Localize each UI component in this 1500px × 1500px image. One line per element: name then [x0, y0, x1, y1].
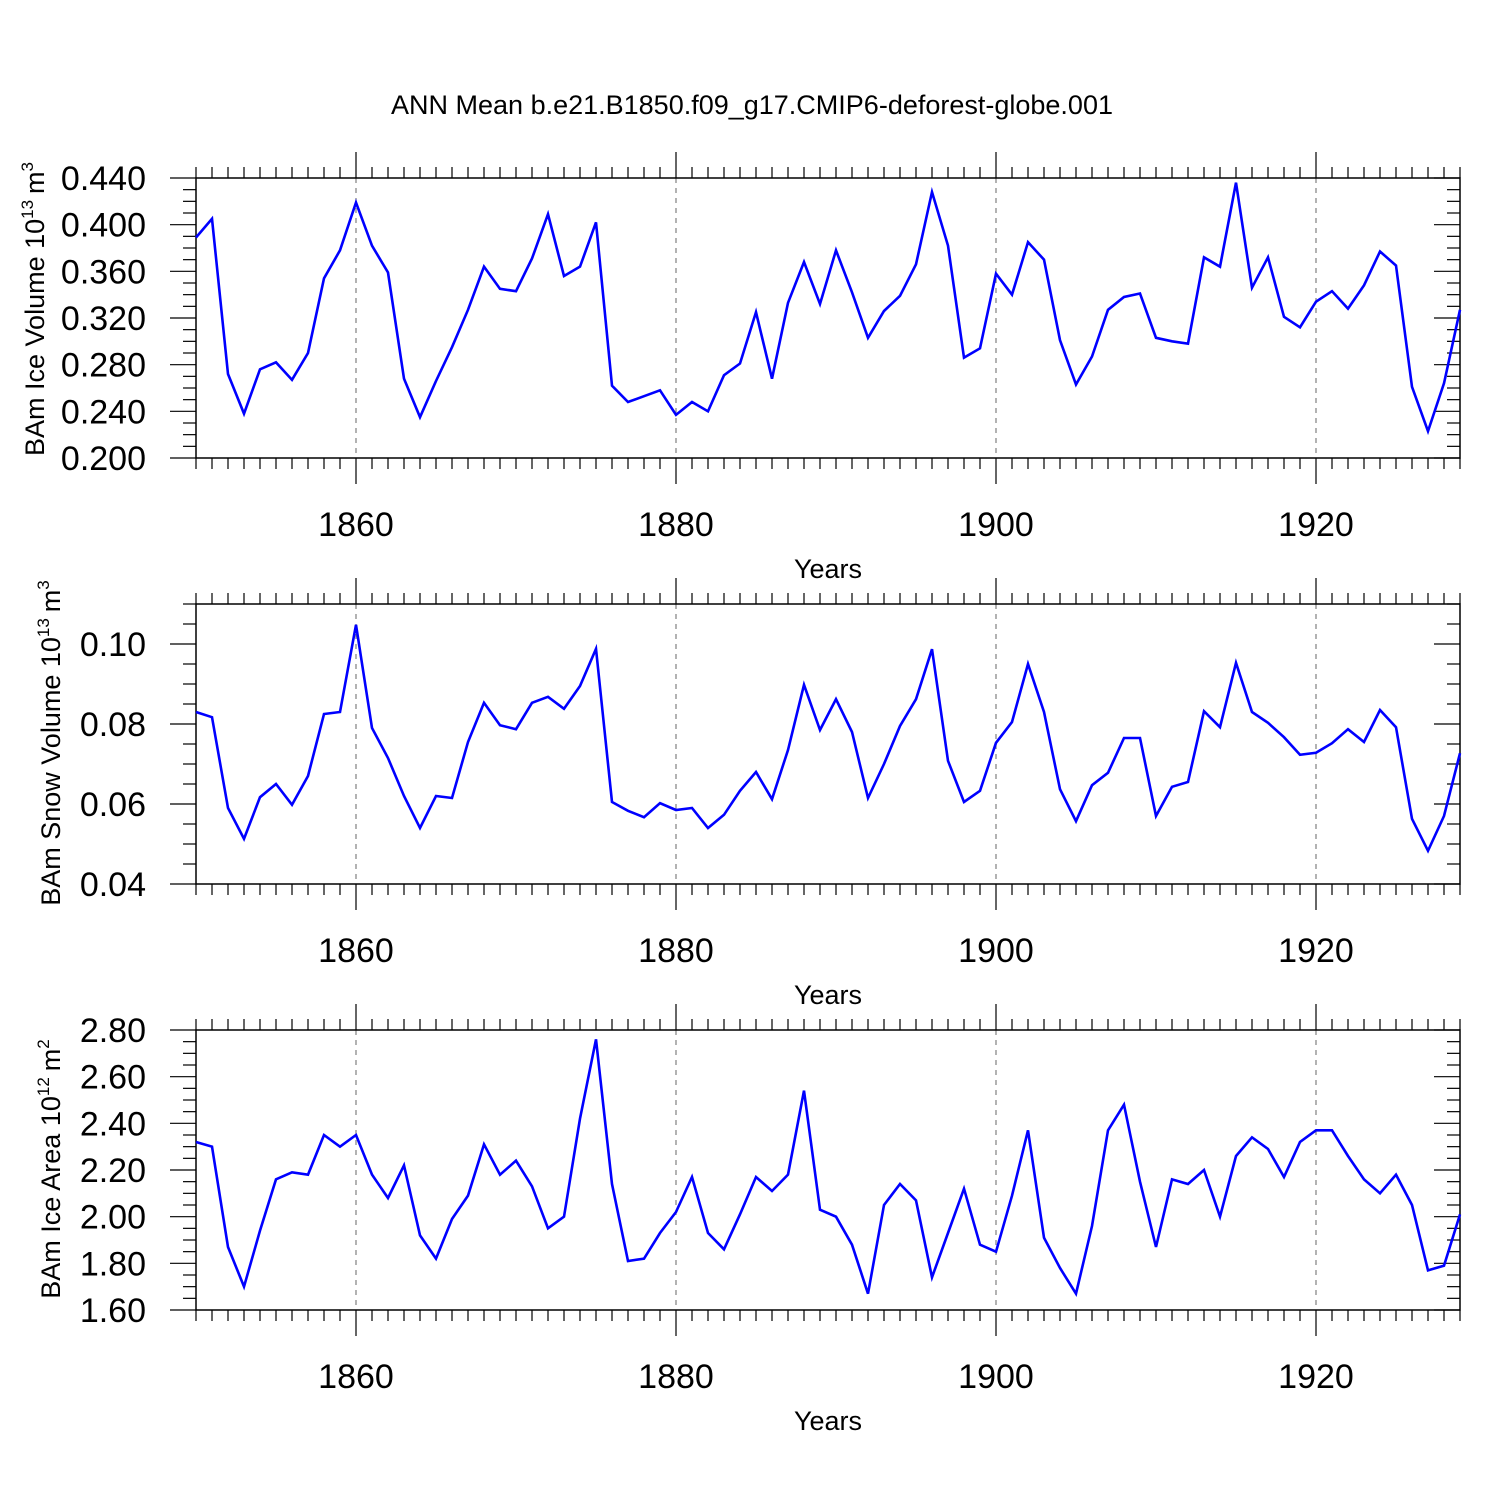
- series-line: [195, 624, 1462, 854]
- x-tick-label-1880: 1880: [638, 506, 714, 544]
- y-tick-label: 1.60: [80, 1292, 146, 1330]
- y-tick-label: 0.240: [61, 393, 146, 431]
- y-axis-label-main: BAm Ice Area 10: [36, 1096, 66, 1299]
- x-tick-label-1880: 1880: [638, 932, 714, 970]
- y-tick-label: 0.10: [80, 626, 146, 664]
- y-axis-label-unit-exponent: 3: [34, 580, 53, 589]
- x-tick-label-1920: 1920: [1278, 932, 1354, 970]
- y-tick-label: 0.360: [61, 253, 146, 291]
- x-tick-label-1900: 1900: [958, 1358, 1034, 1396]
- y-axis-label-unit-exponent: 2: [34, 1039, 53, 1048]
- x-tick-label-1900: 1900: [958, 932, 1034, 970]
- x-tick-label-1860: 1860: [318, 932, 394, 970]
- y-axis-label-unit: m: [20, 171, 50, 194]
- y-tick-label: 2.40: [80, 1105, 146, 1143]
- y-tick-label: 2.60: [80, 1059, 146, 1097]
- y-tick-label: 0.200: [61, 440, 146, 478]
- y-axis-label-exponent: 12: [34, 1077, 53, 1096]
- y-tick-label: 1.80: [80, 1245, 146, 1283]
- x-tick-label-1900: 1900: [958, 506, 1034, 544]
- y-tick-label: 2.80: [80, 1012, 146, 1050]
- chart-panel-2: 0.04 0.06 0.08 0.10 1860 1880 1900 1920 Years BAm…: [34, 578, 1462, 1010]
- y-axis-label-unit: m: [36, 590, 66, 613]
- x-tick-label-1860: 1860: [318, 1358, 394, 1396]
- series-line: [195, 1039, 1462, 1298]
- y-tick-label: 0.320: [61, 300, 146, 338]
- x-axis-label: Years: [794, 1406, 862, 1436]
- y-tick-label: 0.400: [61, 207, 146, 245]
- series-line: [195, 182, 1462, 436]
- y-tick-label: 0.280: [61, 347, 146, 385]
- y-axis-label-exponent: 13: [18, 200, 37, 219]
- y-axis-label-main: BAm Snow Volume 10: [36, 637, 66, 906]
- y-tick-label: 0.08: [80, 706, 146, 744]
- y-axis-label-unit: m: [36, 1049, 66, 1072]
- y-tick-label: 2.00: [80, 1199, 146, 1237]
- y-axis-label-unit-exponent: 3: [18, 162, 37, 171]
- x-axis-label: Years: [794, 554, 862, 584]
- y-tick-label: 0.440: [61, 160, 146, 198]
- y-axis-label: BAm Ice Volume 1013 m3: [18, 162, 50, 456]
- y-axis-label-main: BAm Ice Volume 10: [20, 219, 50, 456]
- y-axis-label: BAm Snow Volume 1013 m3: [34, 580, 66, 906]
- y-axis-label: BAm Ice Area 1012 m2: [34, 1039, 66, 1299]
- chart-panel-1: 0.200 0.240 0.280 0.320 0.360 0.400 0.440 1860 1…: [18, 152, 1462, 584]
- x-tick-label-1880: 1880: [638, 1358, 714, 1396]
- y-tick-label: 0.06: [80, 786, 146, 824]
- x-tick-label-1860: 1860: [318, 506, 394, 544]
- x-axis-label: Years: [794, 980, 862, 1010]
- x-tick-label-1920: 1920: [1278, 506, 1354, 544]
- y-axis-label-exponent: 13: [34, 618, 53, 637]
- y-tick-label: 0.04: [80, 866, 146, 904]
- figure-title: ANN Mean b.e21.B1850.f09_g17.CMIP6-defor…: [391, 90, 1113, 120]
- y-tick-label: 2.20: [80, 1152, 146, 1190]
- chart-panel-3: 1.60 1.80 2.00 2.20 2.40 2.60 2.80 1860 1880 1900…: [34, 1004, 1462, 1436]
- x-tick-label-1920: 1920: [1278, 1358, 1354, 1396]
